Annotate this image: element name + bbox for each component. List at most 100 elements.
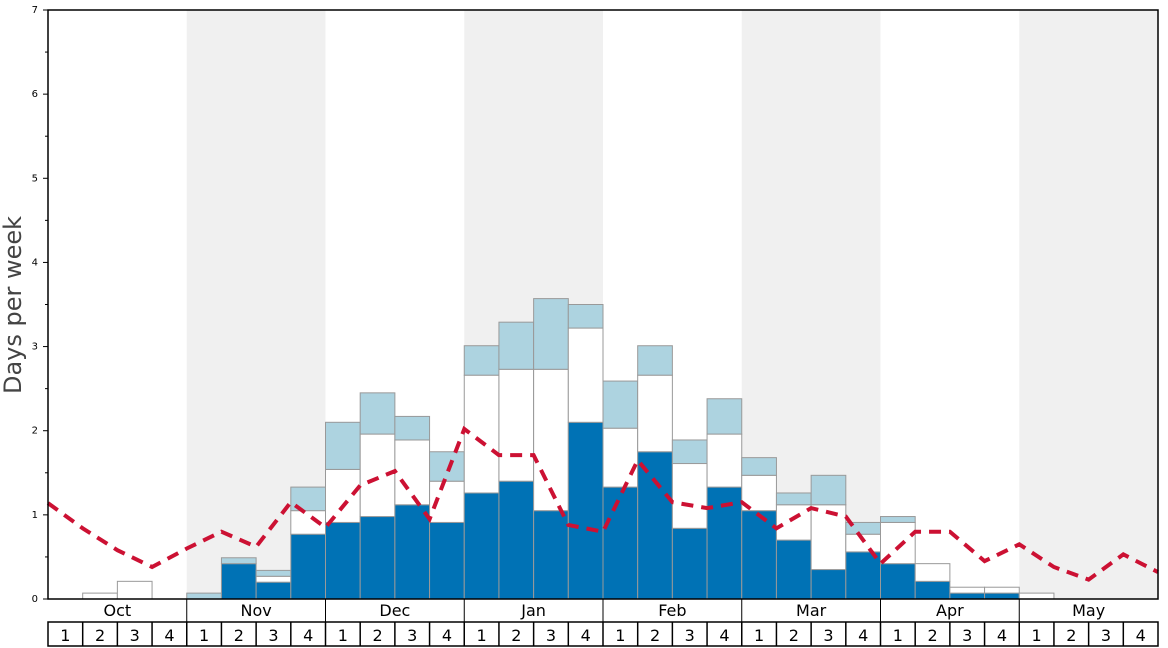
bar-segment-white — [602, 427, 639, 488]
week-label: 2 — [789, 626, 799, 645]
week-label: 1 — [893, 626, 903, 645]
bar-segment-white — [914, 563, 951, 582]
y-tick-label: 6 — [32, 89, 38, 100]
bar-segment-white — [116, 580, 153, 600]
y-tick-label: 4 — [32, 257, 38, 268]
bar-segment-white — [567, 327, 604, 423]
bar-segment-dark — [671, 527, 708, 600]
bar-segment-light — [498, 321, 535, 370]
bar-segment-light — [255, 569, 292, 577]
bar-segment-light — [429, 451, 465, 482]
week-label: 3 — [546, 626, 556, 645]
week-label: 4 — [1136, 626, 1146, 645]
week-axis: 1 2 3 4 1 2 3 4 1 2 3 4 1 2 3 4 1 2 3 4 1 2 3 4 1 2 3 4 1 2 3 4 — [47, 621, 1159, 647]
bar-segment-dark — [498, 480, 535, 600]
week-label: 4 — [719, 626, 729, 645]
bar-segment-dark — [394, 504, 431, 600]
month-label: Mar — [796, 601, 827, 620]
bar-segment-dark — [255, 581, 292, 600]
bar-segment-dark — [602, 486, 639, 600]
bar-segment-white — [984, 586, 1020, 594]
week-label: 3 — [823, 626, 833, 645]
week-label: 2 — [927, 626, 937, 645]
bar-segment-dark — [984, 592, 1020, 600]
week-label: 2 — [95, 626, 105, 645]
bar-segment-dark — [741, 510, 777, 600]
trend-line-group — [46, 425, 1159, 582]
bar-segment-light — [394, 415, 431, 441]
bar-segment-light — [220, 557, 257, 565]
bar-segment-light — [671, 439, 708, 465]
week-label: 3 — [1101, 626, 1111, 645]
bar-segment-light — [637, 345, 673, 376]
bar-segment-dark — [290, 533, 326, 600]
bar-segment-light — [706, 398, 743, 435]
trend-line — [46, 425, 1159, 582]
bar-segment-dark — [463, 492, 500, 600]
week-label: 3 — [962, 626, 972, 645]
bar-segment-white — [498, 368, 535, 482]
month-label: Apr — [936, 601, 964, 620]
bar-segment-dark — [533, 510, 569, 600]
bar-segment-dark — [914, 580, 951, 600]
bar-segment-light — [533, 298, 569, 370]
bar-segment-light — [810, 474, 847, 506]
week-label: 3 — [685, 626, 695, 645]
plot-border — [47, 9, 1159, 600]
week-label: 3 — [130, 626, 140, 645]
bar-segment-dark — [880, 563, 916, 600]
bar-segment-light — [359, 392, 396, 435]
y-tick-label: 5 — [32, 173, 38, 184]
week-label: 1 — [60, 626, 70, 645]
month-axis: Oct Nov Dec Jan Feb Mar Apr May — [104, 599, 1105, 622]
y-tick-label: 0 — [32, 594, 38, 605]
bar-segment-light — [567, 304, 604, 329]
bar-segment-dark — [359, 516, 396, 600]
bar-segment-dark — [775, 539, 812, 600]
bar-segment-dark — [637, 451, 673, 600]
bar-segment-white — [1018, 592, 1055, 600]
bar-segment-white — [671, 463, 708, 529]
y-axis: 0 1 2 3 4 5 6 7 — [32, 5, 48, 605]
bar-segment-dark — [810, 569, 847, 600]
bar-segment-white — [810, 504, 847, 571]
week-label: 3 — [407, 626, 417, 645]
week-label: 2 — [1066, 626, 1076, 645]
bar-segment-light — [775, 492, 812, 506]
bar-segment-dark — [949, 592, 986, 600]
month-label: Jan — [520, 601, 546, 620]
week-label: 4 — [997, 626, 1007, 645]
month-label: Feb — [658, 601, 686, 620]
month-label: Dec — [379, 601, 410, 620]
week-label: 1 — [338, 626, 348, 645]
y-tick-label: 1 — [32, 510, 38, 521]
y-axis-label: Days per week — [0, 216, 27, 394]
y-tick-label: 3 — [32, 342, 38, 353]
bar-segment-dark — [325, 521, 361, 600]
week-label: 1 — [615, 626, 625, 645]
bar-segment-light — [880, 516, 916, 523]
week-label: 4 — [581, 626, 591, 645]
bar-segment-white — [637, 374, 673, 453]
week-label: 2 — [511, 626, 521, 645]
month-label: May — [1072, 601, 1105, 620]
bar-segment-white — [775, 504, 812, 541]
week-label: 1 — [754, 626, 764, 645]
bar-segment-light — [463, 345, 500, 376]
week-label: 1 — [1032, 626, 1042, 645]
week-label: 1 — [477, 626, 487, 645]
week-label: 4 — [303, 626, 313, 645]
bar-segment-white — [949, 586, 986, 594]
bar-segment-dark — [429, 521, 465, 600]
week-label: 2 — [372, 626, 382, 645]
week-label: 1 — [199, 626, 209, 645]
bar-segment-white — [706, 433, 743, 488]
month-label: Nov — [241, 601, 272, 620]
week-label: 4 — [858, 626, 868, 645]
bar-segment-white — [533, 368, 569, 512]
bar-segment-light — [325, 421, 361, 470]
week-label: 4 — [442, 626, 452, 645]
bar-segment-white — [463, 374, 500, 494]
y-tick-label: 2 — [32, 426, 38, 437]
